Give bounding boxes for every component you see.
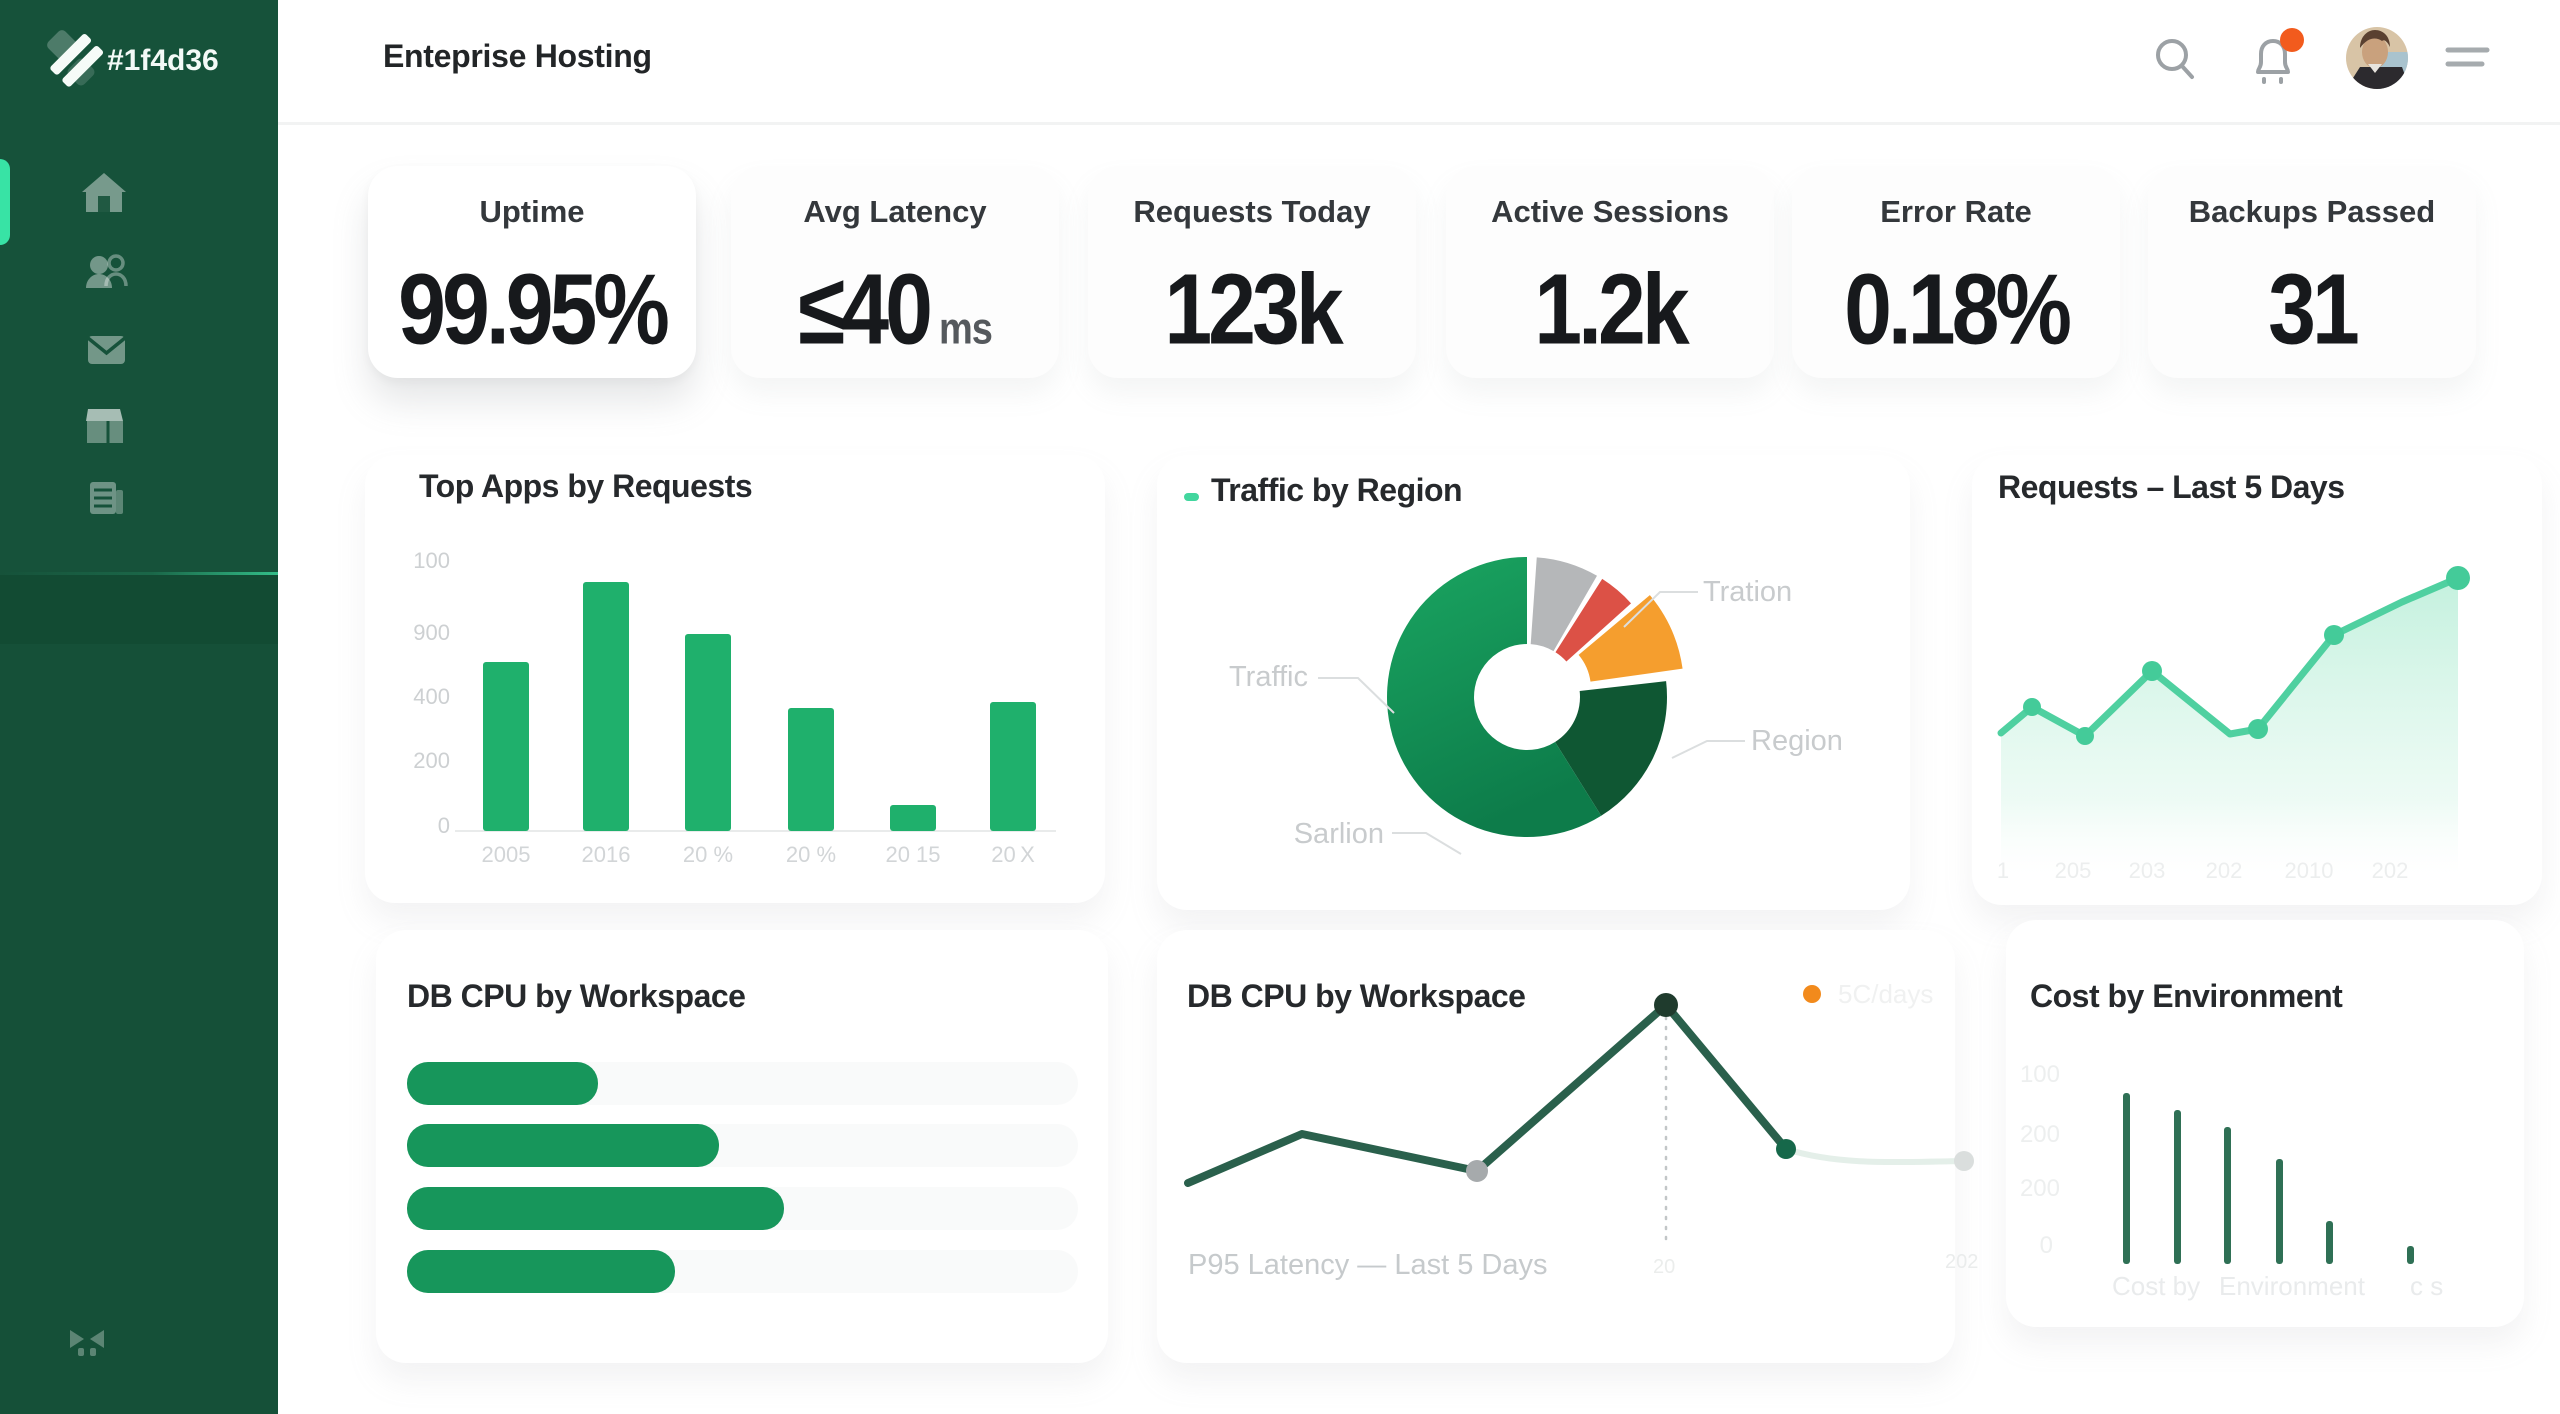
svg-text:20 X: 20 X: [991, 842, 1035, 867]
svg-text:2005: 2005: [482, 842, 531, 867]
svg-text:1: 1: [1997, 858, 2009, 883]
svg-text:c s: c s: [2410, 1271, 2443, 1301]
svg-text:202: 202: [2206, 858, 2243, 883]
svg-text:2016: 2016: [582, 842, 631, 867]
svg-text:Region: Region: [1751, 725, 1843, 757]
svg-text:200: 200: [2020, 1175, 2060, 1202]
svg-text:20 15: 20 15: [885, 842, 940, 867]
svg-text:205: 205: [2055, 858, 2092, 883]
svg-text:200: 200: [413, 748, 450, 773]
svg-text:200: 200: [2020, 1121, 2060, 1148]
svg-text:Tration: Tration: [1703, 576, 1792, 608]
svg-text:203: 203: [2129, 858, 2166, 883]
svg-text:Cost by: Cost by: [2112, 1271, 2200, 1301]
svg-text:0: 0: [438, 813, 450, 838]
svg-text:Environment: Environment: [2219, 1271, 2366, 1301]
svg-text:0: 0: [2040, 1232, 2053, 1259]
svg-text:100: 100: [413, 548, 450, 573]
svg-text:900: 900: [413, 620, 450, 645]
svg-text:Traffic: Traffic: [1229, 661, 1308, 693]
svg-text:20: 20: [1653, 1256, 1675, 1278]
svg-text:Sarlion: Sarlion: [1294, 818, 1384, 850]
svg-text:400: 400: [413, 684, 450, 709]
svg-text:5C/days: 5C/days: [1838, 979, 1933, 1009]
svg-text:20 %: 20 %: [786, 842, 836, 867]
svg-text:202: 202: [1945, 1251, 1978, 1273]
svg-text:100: 100: [2020, 1061, 2060, 1088]
svg-text:2010: 2010: [2285, 858, 2334, 883]
svg-text:202: 202: [2372, 858, 2409, 883]
svg-text:20 %: 20 %: [683, 842, 733, 867]
